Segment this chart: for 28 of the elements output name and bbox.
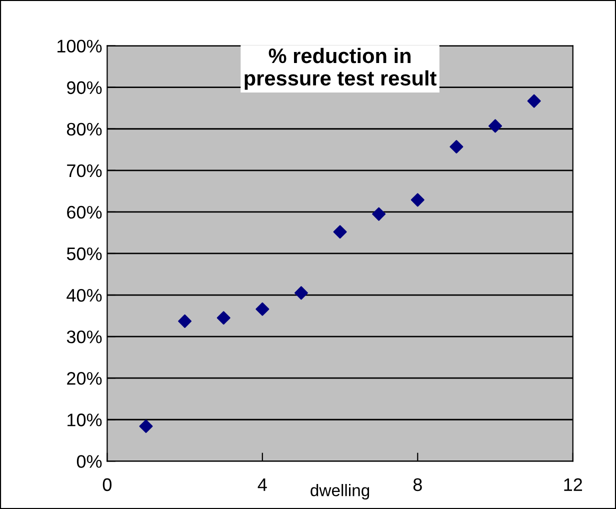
y-tick-label: 90% [67, 81, 102, 94]
x-tick-label: 8 [413, 478, 422, 492]
x-axis-title: dwelling [310, 484, 370, 500]
point [178, 314, 192, 328]
y-tick-label: 10% [68, 414, 102, 426]
point [450, 140, 464, 154]
point [139, 420, 153, 434]
y-tick-label: 50% [66, 247, 102, 260]
y-tick-label: 40% [66, 288, 102, 302]
point [333, 225, 347, 239]
y-tick-label: 30% [66, 330, 102, 344]
y-tick-label: 70% [67, 164, 102, 178]
point [216, 311, 230, 325]
x-tick-label: 12 [564, 478, 582, 491]
y-tick-label: 80% [66, 122, 102, 136]
point [256, 302, 270, 316]
point [372, 207, 386, 221]
text: % reduction in pressure test result [244, 48, 436, 90]
point [488, 119, 502, 133]
x-tick-label: 0 [102, 478, 112, 492]
y-tick-label: 0% [76, 455, 102, 468]
point [294, 286, 308, 300]
y-tick-label: 60% [67, 206, 102, 219]
point [410, 193, 424, 207]
point [527, 94, 541, 108]
y-tick-label: 20% [67, 372, 102, 385]
y-tick-label: 100% [58, 40, 102, 53]
x-tick-label: 4 [258, 478, 267, 491]
